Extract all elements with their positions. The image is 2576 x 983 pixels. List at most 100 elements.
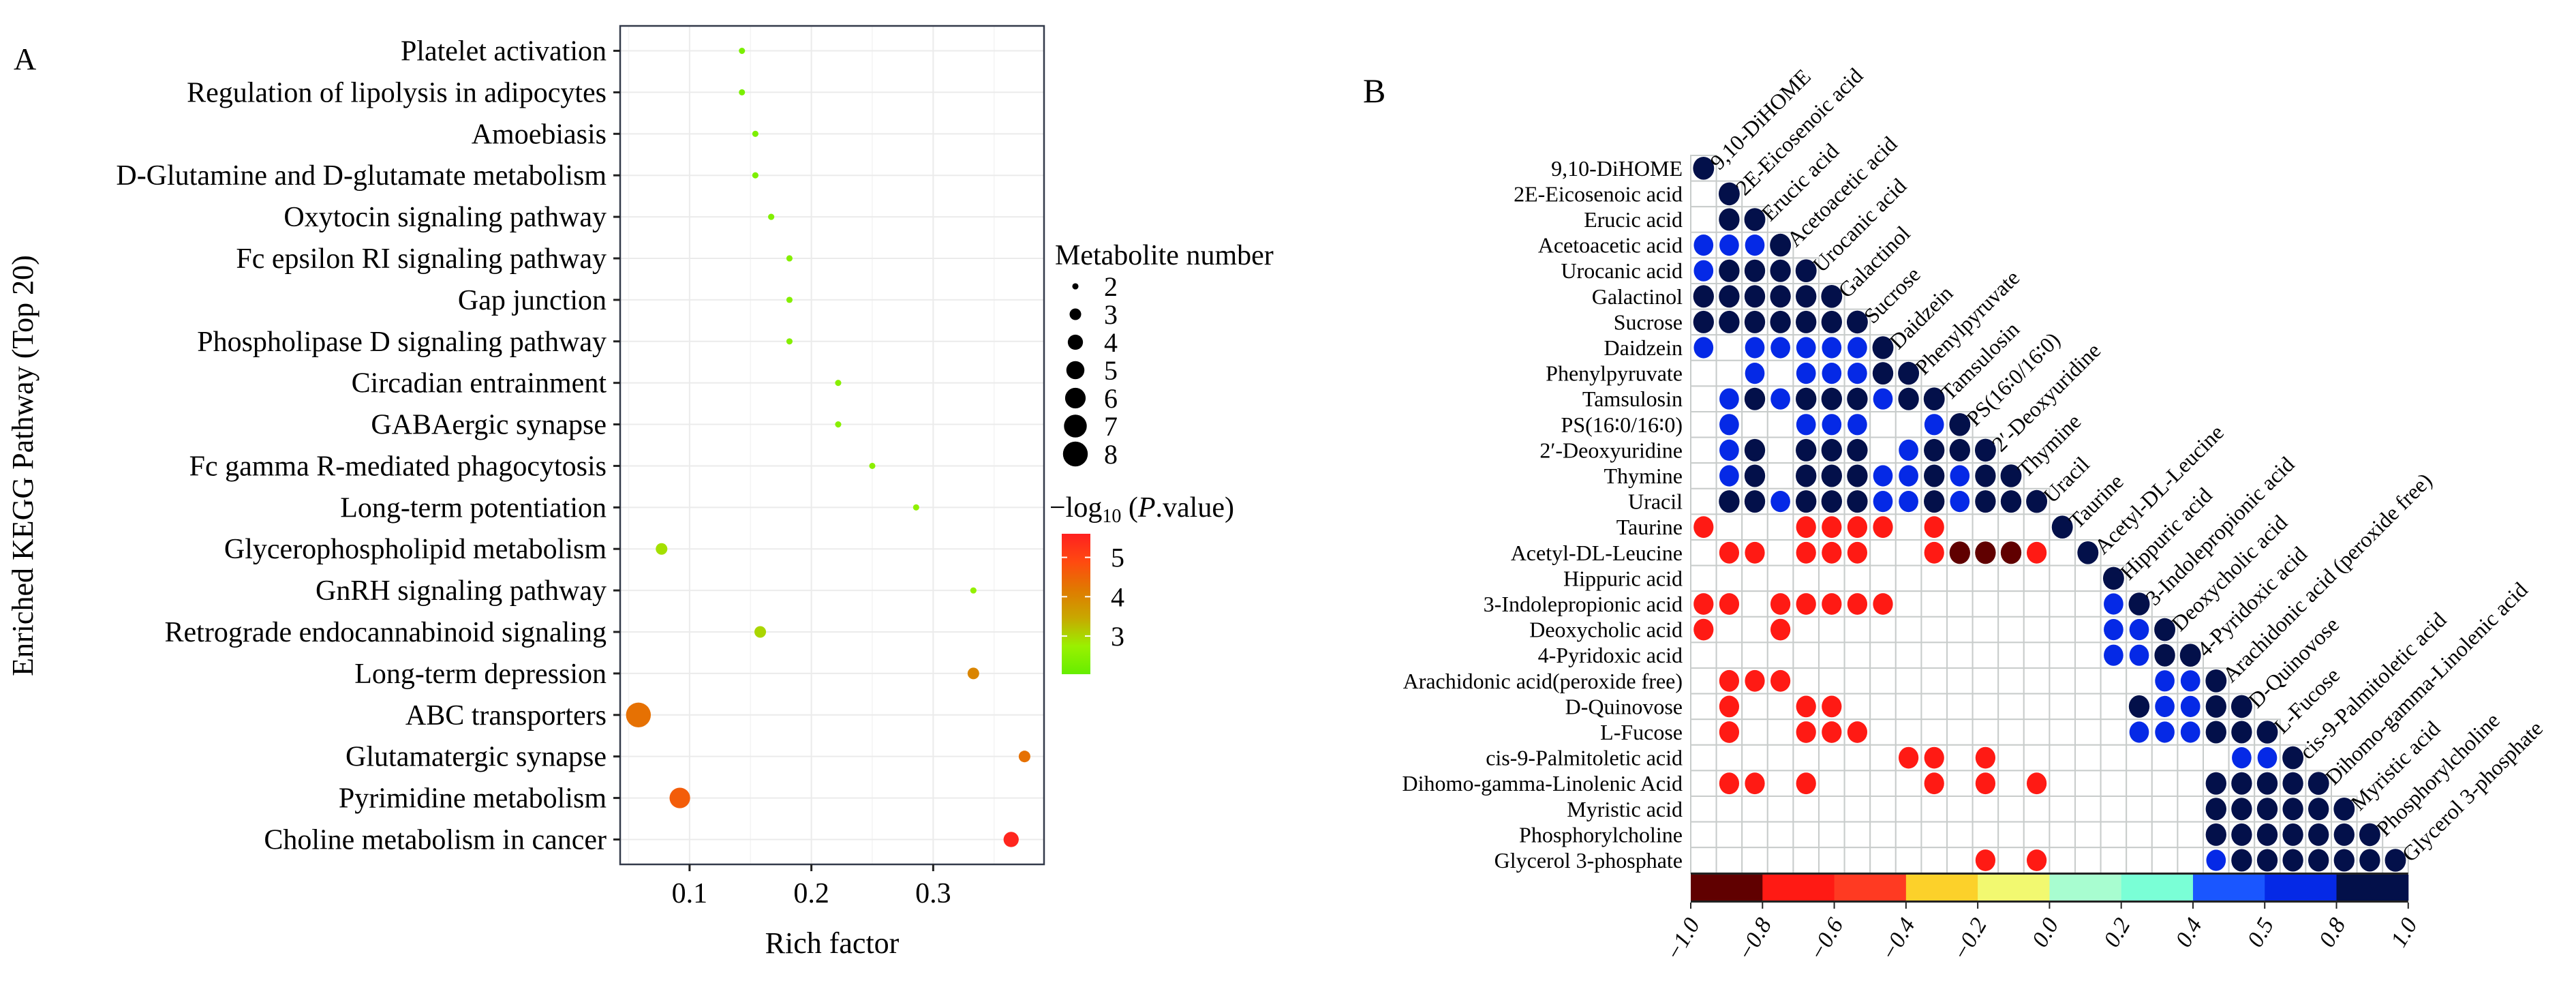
matrix-cell bbox=[1972, 693, 1999, 721]
correlation-dot bbox=[2154, 618, 2176, 641]
correlation-dot bbox=[1744, 438, 1766, 462]
matrix-cell bbox=[1972, 564, 1999, 592]
row-label: Erucic acid bbox=[1584, 207, 1683, 232]
row-label: Taurine bbox=[1616, 515, 1683, 539]
x-axis-ticks: 0.1 0.2 0.3 bbox=[672, 864, 951, 909]
matrix-cell bbox=[1997, 667, 2025, 695]
colorbar-tick-label: 0.0 bbox=[2027, 914, 2064, 952]
matrix-cell bbox=[2049, 847, 2076, 874]
matrix-cell bbox=[1766, 770, 1794, 798]
matrix-cell bbox=[1715, 564, 1743, 592]
correlation-dot bbox=[1796, 490, 1817, 513]
correlation-dot bbox=[1898, 746, 1919, 769]
correlation-dot bbox=[1719, 414, 1739, 436]
correlation-dot bbox=[2359, 849, 2380, 872]
matrix-cell bbox=[2023, 821, 2051, 849]
matrix-cell bbox=[2049, 564, 2076, 592]
correlation-dot bbox=[2154, 644, 2175, 667]
matrix-cell bbox=[1920, 564, 1948, 592]
correlation-dot bbox=[2205, 823, 2226, 846]
matrix-cell bbox=[2049, 744, 2076, 772]
pathway-label: Glycerophospholipid metabolism bbox=[224, 534, 607, 565]
correlation-dot bbox=[1899, 439, 1918, 461]
row-label: Daidzein bbox=[1604, 335, 1683, 360]
correlation-dot bbox=[1693, 260, 1714, 282]
matrix-cell bbox=[1895, 539, 1922, 566]
correlation-dot bbox=[1796, 516, 1816, 539]
pathway-point bbox=[768, 213, 775, 220]
correlation-dot bbox=[1821, 438, 1842, 462]
matrix-cell bbox=[2177, 796, 2204, 823]
matrix-cell bbox=[1818, 744, 1845, 772]
row-label: Galactinol bbox=[1592, 284, 1683, 309]
correlation-dot bbox=[1847, 593, 1868, 615]
correlation-dot bbox=[1847, 337, 1867, 359]
correlation-dot bbox=[2051, 515, 2073, 539]
correlation-dot bbox=[1847, 387, 1868, 410]
matrix-cell bbox=[2049, 719, 2076, 746]
correlation-dot bbox=[1924, 438, 1945, 462]
color-legend-label: 4 bbox=[1111, 581, 1124, 612]
size-legend-dot bbox=[1066, 361, 1085, 380]
correlation-dot bbox=[1719, 772, 1740, 795]
correlation-dot bbox=[1924, 464, 1945, 487]
correlation-dot bbox=[1719, 208, 1740, 231]
matrix-cell bbox=[2151, 744, 2179, 772]
row-label: cis-9-Palmitoletic acid bbox=[1486, 746, 1683, 770]
correlation-dot bbox=[2000, 464, 2022, 487]
row-label: Acetyl-DL-Leucine bbox=[1511, 541, 1683, 565]
pathway-point bbox=[835, 380, 842, 387]
correlation-dot bbox=[2180, 670, 2201, 692]
matrix-cell bbox=[1972, 821, 1999, 849]
matrix-cell bbox=[1895, 847, 1922, 874]
matrix-cell bbox=[1766, 411, 1794, 438]
correlation-dot bbox=[2308, 798, 2329, 821]
colorbar-tick-label: 0.4 bbox=[2171, 914, 2207, 952]
correlation-dot bbox=[2026, 541, 2047, 564]
matrix-cell bbox=[1792, 847, 1820, 874]
correlation-dot bbox=[1770, 233, 1792, 257]
correlation-dot bbox=[2385, 849, 2406, 872]
matrix-cell bbox=[1972, 590, 1999, 618]
matrix-cell bbox=[1997, 796, 2025, 823]
correlation-dots bbox=[1693, 157, 2406, 872]
matrix-cell bbox=[1920, 719, 1948, 746]
matrix-cell bbox=[2100, 744, 2128, 772]
pathway-label: ABC transporters bbox=[405, 700, 607, 731]
correlation-dot bbox=[1847, 464, 1868, 487]
matrix-cell bbox=[1690, 796, 1717, 823]
matrix-cell bbox=[1895, 564, 1922, 592]
matrix-cell bbox=[1946, 744, 1974, 772]
matrix-cell bbox=[1792, 564, 1820, 592]
correlation-dot bbox=[2205, 798, 2226, 821]
x-tick-label: 0.2 bbox=[793, 878, 829, 909]
matrix-cell bbox=[1741, 616, 1768, 644]
correlation-dot bbox=[1719, 490, 1740, 513]
matrix-cell bbox=[2126, 770, 2153, 798]
correlation-dot bbox=[1847, 414, 1867, 436]
matrix-cell bbox=[2126, 847, 2153, 874]
correlation-dot bbox=[1795, 259, 1817, 283]
row-label: Acetoacetic acid bbox=[1538, 233, 1683, 258]
matrix-cell bbox=[1741, 641, 1768, 669]
correlation-dot bbox=[1719, 259, 1740, 282]
pathway-point bbox=[1018, 751, 1030, 763]
correlation-dot bbox=[1974, 438, 1996, 462]
pathway-point bbox=[752, 130, 758, 137]
pathway-point bbox=[669, 787, 690, 808]
correlation-dot bbox=[2257, 747, 2278, 769]
data-points bbox=[626, 47, 1030, 847]
pathway-label: Long-term potentiation bbox=[340, 492, 607, 524]
correlation-colorbar: −1.0 −0.8 −0.6 −0.4 −0.2 0.0 0.2 0.4 0.5 0.8 1.0 bbox=[1661, 873, 2423, 965]
colorbar-tick-label: −0.4 bbox=[1876, 914, 1920, 965]
colorbar-tick-label: 0.5 bbox=[2243, 914, 2279, 952]
pathway-label: Gap junction bbox=[458, 285, 607, 316]
correlation-dot bbox=[2231, 849, 2252, 872]
pathway-label: Choline metabolism in cancer bbox=[264, 824, 607, 856]
correlation-dot bbox=[1796, 387, 1817, 410]
matrix-cell bbox=[1690, 359, 1717, 387]
row-label: Glycerol 3-phosphate bbox=[1494, 848, 1683, 873]
matrix-cell bbox=[1766, 564, 1794, 592]
correlation-dot bbox=[1745, 363, 1765, 384]
